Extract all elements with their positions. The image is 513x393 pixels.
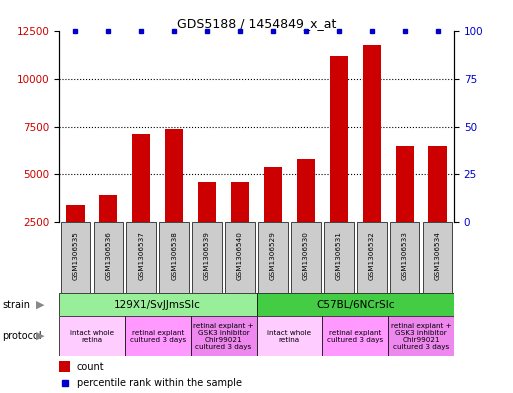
Bar [256,293,454,316]
Text: GSM1306533: GSM1306533 [402,231,408,281]
Bar [291,222,321,293]
Text: retinal explant +
GSK3 inhibitor
Chir99021
cultured 3 days: retinal explant + GSK3 inhibitor Chir990… [391,323,451,349]
Bar [192,222,222,293]
Bar [225,222,255,293]
Text: GSM1306532: GSM1306532 [369,231,374,281]
Bar [100,195,117,222]
Bar [297,159,315,222]
Bar [258,222,288,293]
Bar [61,222,90,293]
Text: intact whole
retina: intact whole retina [70,329,114,343]
Bar [428,146,447,222]
Bar [127,222,156,293]
Text: retinal explant
cultured 3 days: retinal explant cultured 3 days [130,329,186,343]
Text: 129X1/SvJJmsSlc: 129X1/SvJJmsSlc [114,299,201,310]
Text: C57BL/6NCrSlc: C57BL/6NCrSlc [316,299,394,310]
Text: protocol: protocol [3,331,42,341]
Bar [396,146,413,222]
Bar [423,222,452,293]
Bar [160,222,189,293]
Text: retinal explant
cultured 3 days: retinal explant cultured 3 days [327,329,383,343]
Bar [324,222,353,293]
Bar [59,361,70,373]
Bar [390,222,420,293]
Bar [388,316,454,356]
Bar [322,316,388,356]
Bar [93,222,123,293]
Text: GSM1306537: GSM1306537 [139,231,144,281]
Text: GSM1306540: GSM1306540 [237,231,243,281]
Text: GSM1306535: GSM1306535 [72,231,78,281]
Text: percentile rank within the sample: percentile rank within the sample [77,378,242,388]
Bar [231,182,249,222]
Bar [59,293,256,316]
Bar [363,45,381,222]
Text: ▶: ▶ [36,331,44,341]
Bar [357,222,386,293]
Title: GDS5188 / 1454849_x_at: GDS5188 / 1454849_x_at [177,17,336,30]
Text: GSM1306538: GSM1306538 [171,231,177,281]
Text: retinal explant +
GSK3 inhibitor
Chir99021
cultured 3 days: retinal explant + GSK3 inhibitor Chir990… [193,323,254,349]
Bar [132,134,150,222]
Text: GSM1306529: GSM1306529 [270,231,276,281]
Bar [66,205,85,222]
Bar [198,182,216,222]
Bar [165,129,183,222]
Text: strain: strain [3,299,31,310]
Bar [264,167,282,222]
Text: GSM1306531: GSM1306531 [336,231,342,281]
Bar [59,316,125,356]
Bar [125,316,191,356]
Text: GSM1306536: GSM1306536 [105,231,111,281]
Text: ▶: ▶ [36,299,44,310]
Text: intact whole
retina: intact whole retina [267,329,311,343]
Bar [256,316,322,356]
Text: count: count [77,362,104,372]
Text: GSM1306530: GSM1306530 [303,231,309,281]
Bar [330,56,348,222]
Text: GSM1306539: GSM1306539 [204,231,210,281]
Text: GSM1306534: GSM1306534 [435,231,441,281]
Bar [191,316,256,356]
